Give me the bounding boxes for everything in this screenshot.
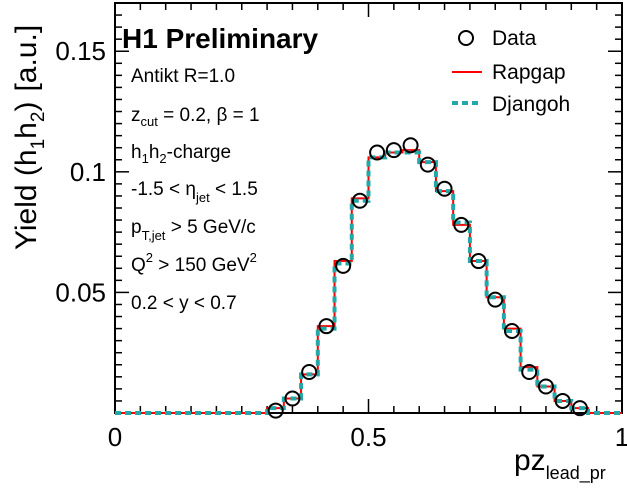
data-point (571, 400, 588, 417)
data-point (335, 257, 352, 274)
data-point (369, 144, 386, 161)
x-tick-label: 0.5 (350, 422, 386, 452)
data-point (301, 364, 318, 380)
x-tick-label: 1 (615, 422, 627, 452)
x-axis-title: pzlead_pr (514, 444, 606, 484)
y-axis-title: Yield (h1h2)[a.u.] (10, 25, 49, 250)
data-point (537, 378, 554, 395)
legend-djangoh-label: Djangoh (492, 93, 570, 116)
annotation-q2: Q2 > 150 GeV2 (131, 250, 257, 276)
series-djangoh-line (115, 150, 622, 415)
data-points (267, 137, 588, 419)
data-point (318, 318, 335, 335)
annotation-antikt: Antikt R=1.0 (131, 66, 235, 87)
data-point (284, 390, 301, 407)
annotation-charge: h1h2-charge (131, 142, 231, 166)
data-point (554, 392, 571, 409)
data-point (402, 137, 419, 154)
chart-title: H1 Preliminary (122, 23, 319, 54)
data-point (521, 364, 538, 380)
annotation-eta: -1.5 < ηjet < 1.5 (131, 179, 258, 205)
data-point (487, 291, 504, 308)
data-point (351, 192, 368, 209)
legend: Data Rapgap Djangoh (452, 27, 570, 116)
y-tick-label: 0.05 (55, 277, 106, 307)
data-point (419, 156, 436, 173)
x-tick-label: 0 (108, 422, 122, 452)
legend-rapgap-label: Rapgap (492, 61, 566, 84)
annotation-y-range: 0.2 < y < 0.7 (131, 293, 237, 314)
annotation-pt: pT,jet > 5 GeV/c (131, 217, 256, 243)
legend-data-marker (458, 30, 474, 46)
data-point (453, 216, 470, 233)
annotation-zcut: zcut = 0.2, β = 1 (131, 105, 260, 129)
data-point (385, 142, 402, 159)
data-point (267, 402, 284, 419)
data-point (503, 323, 520, 339)
data-point (470, 253, 487, 270)
data-point (436, 180, 453, 197)
y-tick-label: 0.1 (70, 157, 106, 187)
y-tick-label: 0.15 (55, 36, 106, 66)
legend-data-label: Data (492, 27, 537, 50)
